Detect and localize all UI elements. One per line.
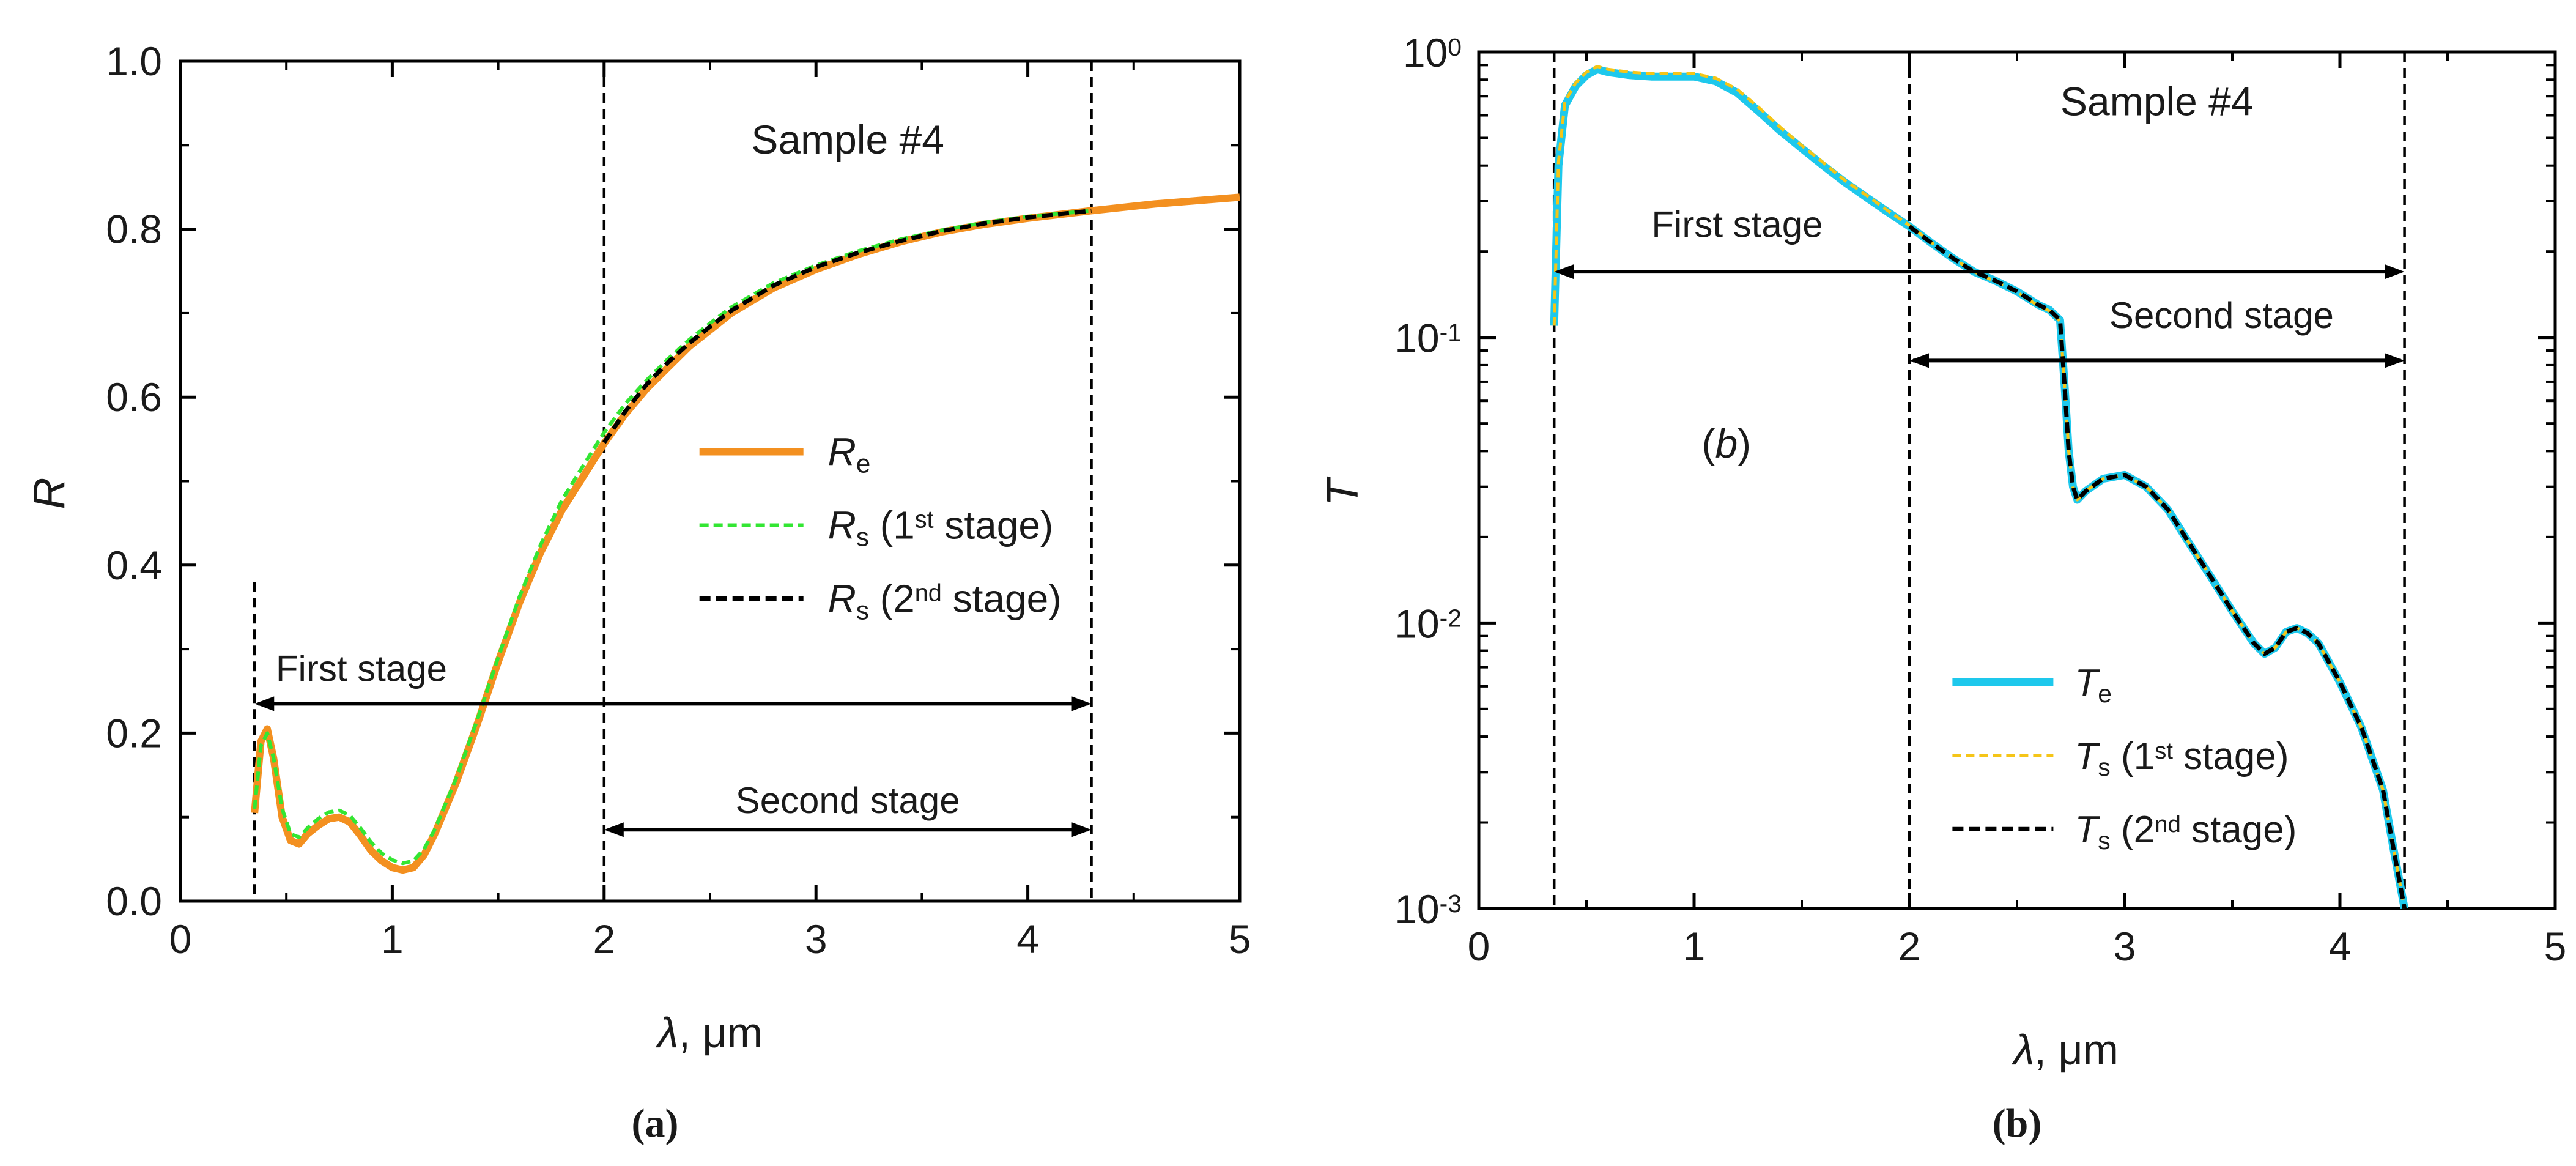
series-line-rs-1st-stage- <box>253 209 1092 866</box>
y-tick-label: 0.4 <box>106 543 162 588</box>
y-tick-label: 0.0 <box>106 878 162 924</box>
y-tick-label: 1.0 <box>106 39 162 84</box>
y-tick-label: 10-1 <box>1394 316 1462 361</box>
legend-entry: Ts (1st stage) <box>2074 735 2289 781</box>
second-stage-arrow-head-left <box>604 822 624 837</box>
panel-caption: (a) <box>632 1101 679 1146</box>
y-tick-label: 0.8 <box>106 207 162 252</box>
plot-frame <box>179 59 1242 903</box>
y-tick-label: 0.2 <box>106 710 162 756</box>
panel-b-transmittance-chart: 0 1 2 3 4 5 100 10-1 10-2 10-3 First stage Second s… <box>1319 30 2566 1146</box>
first-stage-arrow-head-left <box>254 696 275 711</box>
first-stage-arrow <box>1554 264 2405 280</box>
x-tick-label: 5 <box>1229 916 1251 962</box>
x-tick-label: 5 <box>2544 924 2567 969</box>
second-stage-label: Second stage <box>736 780 960 821</box>
y-tick-label: 10-2 <box>1394 601 1462 646</box>
x-tick-label: 0 <box>169 916 192 962</box>
x-tick-label: 4 <box>1016 916 1039 962</box>
x-tick-label: 0 <box>1468 924 1490 969</box>
y-tick-label: 0.6 <box>106 374 162 420</box>
y-axis-label: R <box>25 478 74 510</box>
second-stage-label: Second stage <box>2109 295 2334 336</box>
panel-caption: (b) <box>1993 1101 2042 1146</box>
x-tick-label: 2 <box>593 916 615 962</box>
first-stage-arrow-head-right <box>2385 264 2405 280</box>
second-stage-arrow-head-right <box>1071 822 1092 837</box>
legend-entry: Rs (2nd stage) <box>828 576 1062 625</box>
chart-title: Sample #4 <box>2060 79 2254 124</box>
y-tick-label: 100 <box>1403 30 1462 75</box>
series-line-te <box>1550 65 2408 910</box>
legend-entry: Rs (1st stage) <box>828 503 1054 551</box>
x-tick-label: 1 <box>1683 924 1706 969</box>
first-stage-arrow <box>254 696 1092 711</box>
x-tick-label: 3 <box>805 916 827 962</box>
y-axis-label: T <box>1319 476 1368 506</box>
series-line-ts-2nd-stage- <box>1908 225 2407 909</box>
first-stage-label: First stage <box>1651 204 1823 245</box>
series-line-rs-2nd-stage- <box>602 208 1092 444</box>
first-stage-arrow-head-left <box>1554 264 1574 280</box>
chart-title: Sample #4 <box>751 117 944 162</box>
x-tick-label: 2 <box>1898 924 1921 969</box>
series-line-ts-1st-stage- <box>1552 65 2407 909</box>
plot-frame <box>1477 50 2557 910</box>
second-stage-arrow <box>1909 353 2405 368</box>
inner-panel-label: (b) <box>1701 421 1751 466</box>
y-tick-label: 10-3 <box>1394 886 1462 932</box>
first-stage-label: First stage <box>276 648 447 689</box>
first-stage-arrow-head-right <box>1071 696 1092 711</box>
legend-entry: Re <box>828 429 871 478</box>
second-stage-arrow <box>604 822 1092 837</box>
x-tick-label: 3 <box>2114 924 2136 969</box>
x-axis-label: λ, μm <box>2011 1026 2119 1074</box>
x-tick-label: 1 <box>381 916 404 962</box>
panel-a-reflectance-chart: 0 1 2 3 4 5 0.0 0.2 0.4 0.6 0.8 1.0 First stage Secon… <box>25 39 1251 1146</box>
x-axis-label: λ, μm <box>655 1009 763 1056</box>
second-stage-arrow-head-left <box>1909 353 1929 368</box>
x-tick-label: 4 <box>2329 924 2352 969</box>
legend-entry: Ts (2nd stage) <box>2074 809 2297 855</box>
second-stage-arrow-head-right <box>2385 353 2405 368</box>
legend-entry: Te <box>2074 662 2112 708</box>
